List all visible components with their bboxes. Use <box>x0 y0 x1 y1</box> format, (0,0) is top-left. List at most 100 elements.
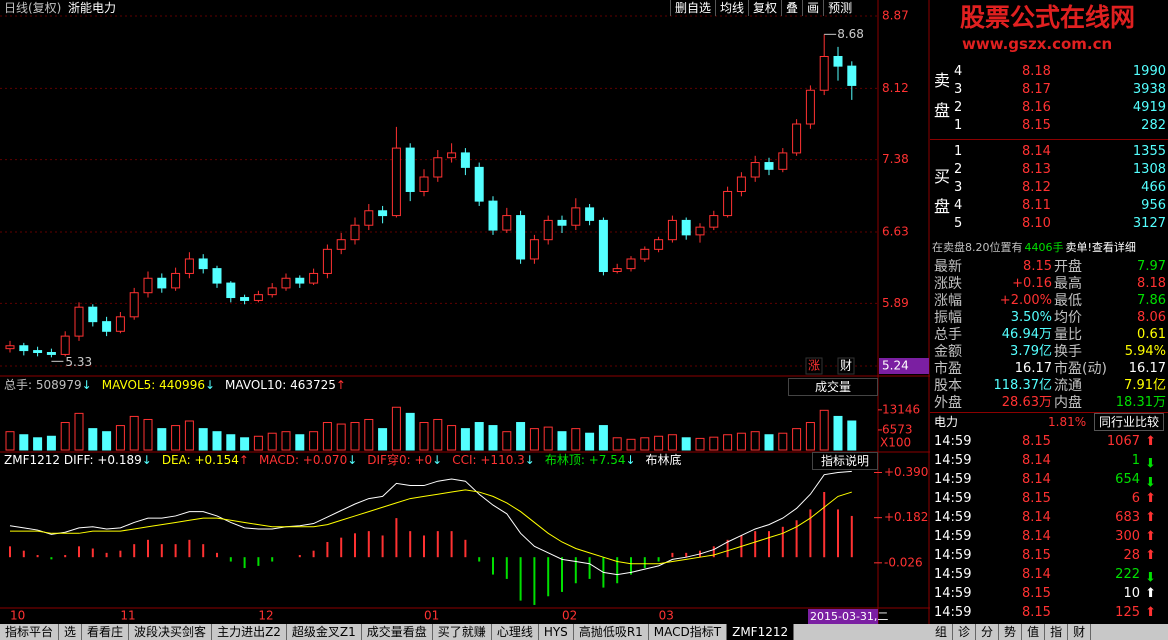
compare-button[interactable]: 同行业比较 <box>1094 413 1165 431</box>
tab[interactable]: 心理线 <box>491 624 539 640</box>
price: 8.12 <box>1022 180 1051 195</box>
side-tab[interactable]: 组 <box>930 624 954 640</box>
level: 5 <box>954 216 963 231</box>
candle-body <box>529 239 539 260</box>
toolbar-button[interactable]: 删自选 <box>670 0 715 16</box>
stat-value: 7.97 <box>1137 259 1166 274</box>
volume: 956 <box>1141 198 1166 213</box>
volume: 282 <box>1141 118 1166 133</box>
tick-arrow: ⬆ <box>1145 529 1156 544</box>
toolbar-button[interactable]: 均线 <box>715 0 748 16</box>
volume-selector[interactable]: 成交量 <box>788 378 878 396</box>
stat-value: 7.91亿 <box>1124 378 1166 393</box>
volume: 1308 <box>1132 162 1166 177</box>
stat-key: 金额 <box>934 344 962 360</box>
side-tab[interactable]: 值 <box>1022 624 1046 640</box>
chart: 8.87 8.12 7.38 6.63 5.89 5.24 10 11 12 01 02 03 8.68… <box>0 0 930 624</box>
date-tag-box <box>808 609 878 624</box>
stat-key: 最新 <box>934 259 962 275</box>
volume-bar <box>667 434 677 451</box>
stat-value: 46.94万 <box>1001 327 1052 342</box>
tab[interactable]: 超级金叉Z1 <box>286 624 362 640</box>
candle-body <box>60 335 70 355</box>
tick-arrow: ⬆ <box>1145 473 1156 488</box>
tick-arrow: ⬆ <box>1145 605 1156 620</box>
indicator-help[interactable]: 指标说明 <box>812 452 878 470</box>
y-tick-label: -0.026 <box>884 555 923 569</box>
y-tick-label: +0.390 <box>884 465 928 479</box>
candle-body <box>778 152 788 170</box>
candle-body <box>5 345 15 350</box>
site: www.gszx.com.cn <box>962 35 1113 53</box>
tick-time: 14:59 <box>934 510 972 525</box>
side-tab[interactable]: 指 <box>1045 624 1069 640</box>
tick-arrow: ⬆ <box>1145 586 1156 601</box>
toolbar-button[interactable]: 画 <box>802 0 823 16</box>
stat-key: 涨跌 <box>934 276 962 292</box>
tab[interactable]: 买了就赚 <box>432 624 492 640</box>
tab[interactable]: 主力进出Z2 <box>212 624 287 640</box>
side-tab[interactable]: 分 <box>976 624 1000 640</box>
volume-bar <box>681 437 691 451</box>
candle-body <box>833 55 843 67</box>
tab[interactable]: ZMF1212 <box>727 624 795 640</box>
volume-bar <box>626 438 636 451</box>
volume: 3938 <box>1132 82 1166 97</box>
tab[interactable]: MACD指标T <box>648 624 728 640</box>
candle-body <box>336 239 346 250</box>
tab[interactable]: 看看庄 <box>82 624 130 640</box>
tab[interactable]: HYS <box>538 624 574 640</box>
candle-body <box>378 210 388 217</box>
tab[interactable]: 成交量看盘 <box>361 624 433 640</box>
tick-price: 8.14 <box>1022 453 1051 468</box>
tick-volume: 1 <box>1131 453 1140 468</box>
toolbar-button[interactable]: 预测 <box>823 0 856 16</box>
price: 8.11 <box>1022 198 1051 213</box>
toolbar-button[interactable]: 复权 <box>748 0 781 16</box>
notice-text: 在卖盘8.20位置有 <box>932 241 1023 254</box>
candle-body <box>516 215 526 260</box>
level: 2 <box>954 162 963 177</box>
side-tab[interactable]: 诊 <box>953 624 977 640</box>
side-tab[interactable]: 势 <box>999 624 1023 640</box>
candle-body <box>391 147 401 217</box>
tick-volume: 300 <box>1115 529 1140 544</box>
stat-key: 内盘 <box>1054 395 1082 411</box>
volume-bar <box>5 431 15 451</box>
side-tab[interactable]: 财 <box>1068 624 1092 640</box>
price: 8.18 <box>1022 64 1051 79</box>
tab[interactable]: 指标平台 <box>0 624 60 640</box>
tick-time: 14:59 <box>934 548 972 563</box>
notice-text[interactable]: 卖单!查看详细 <box>1065 241 1136 254</box>
volume-bar <box>750 431 760 451</box>
candle-body <box>543 219 553 241</box>
stat-value: 5.94% <box>1124 344 1166 359</box>
volume-bar <box>391 406 401 451</box>
candle-body <box>46 352 56 355</box>
tab[interactable]: 选 <box>59 624 83 640</box>
candle-body <box>681 219 691 236</box>
tick-price: 8.14 <box>1022 567 1051 582</box>
legend-item: MACD: +0.070 <box>259 452 357 468</box>
sector-change: 1.81% <box>1048 415 1087 429</box>
side-tabs: 组诊分势值指财 <box>930 624 1168 640</box>
stat-key: 换手 <box>1054 344 1082 360</box>
tab[interactable]: 波段决买剑客 <box>129 624 213 640</box>
y-tick-label: 5.89 <box>882 296 909 310</box>
volume-bar <box>571 428 581 451</box>
candle-body <box>667 219 677 241</box>
toolbar-button[interactable]: 叠 <box>781 0 802 16</box>
tick-time: 14:59 <box>934 529 972 544</box>
x-tick-label: 10 <box>10 609 25 623</box>
unit-label: X100 <box>880 436 911 450</box>
volume-bar <box>847 420 857 451</box>
candle-body <box>571 207 581 226</box>
volume-bar <box>88 428 98 451</box>
legend-item: DEA: +0.154 <box>162 452 249 468</box>
volume-bar <box>212 431 222 451</box>
volume-bar <box>253 435 263 451</box>
date-tag: 2015-03-31,二 <box>810 610 888 623</box>
volume-bar <box>598 425 608 451</box>
tab[interactable]: 高抛低吸R1 <box>573 624 649 640</box>
candle-body <box>74 306 84 337</box>
